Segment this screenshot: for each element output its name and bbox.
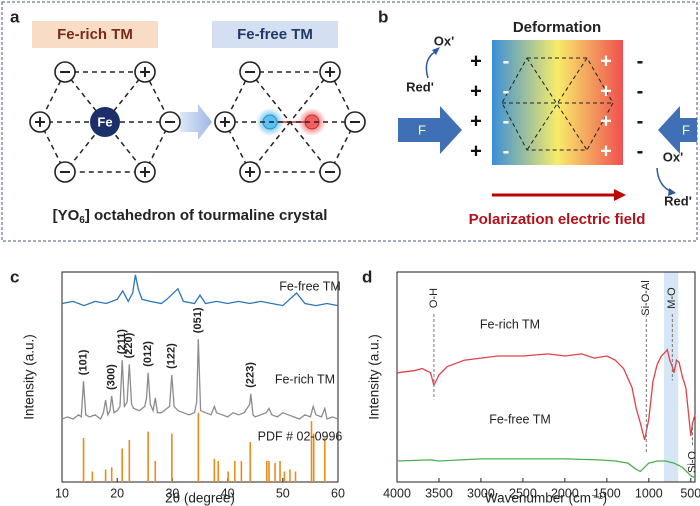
charge: + (600, 50, 612, 72)
peak-label: (012) (142, 341, 154, 367)
panel-frame (1, 1, 698, 242)
force-label: F (418, 122, 426, 137)
x-tick-label: 2000 (551, 486, 579, 500)
label: Ox' (434, 33, 454, 48)
arrowhead (614, 189, 626, 201)
charge: + (600, 140, 612, 162)
charge: + (470, 140, 482, 162)
arrow (180, 104, 212, 140)
charge: - (637, 110, 644, 132)
x-tick-label: 3000 (467, 486, 495, 500)
panel-label: d (362, 267, 372, 286)
charge: + (600, 80, 612, 102)
curve (396, 348, 696, 441)
title: Deformation (513, 19, 601, 36)
axes-frame (61, 271, 339, 483)
x-tick-label: 2500 (509, 486, 537, 500)
series-label: Fe-rich TM (480, 317, 540, 331)
hexagon (502, 57, 613, 151)
charge: - (503, 140, 510, 162)
caption-part: [YO (53, 207, 80, 224)
panel-label: a (10, 7, 20, 26)
title: Fe-free TM (237, 26, 313, 43)
axes-frame (396, 271, 696, 483)
caption-part: ] octahedron of tourmaline crystal (85, 207, 328, 224)
peak-label: (101) (77, 349, 89, 375)
charge: + (470, 110, 482, 132)
label: Red' (664, 193, 692, 208)
title-box (212, 21, 338, 48)
arrowhead (432, 47, 440, 55)
series-label: Fe-free TM (489, 412, 551, 426)
caption-sub: 6 (79, 215, 85, 226)
band-label: Si-O-Al (640, 280, 652, 315)
fe-ion (90, 107, 120, 137)
fe-label: Fe (97, 114, 112, 129)
band-label: Si-O (686, 451, 698, 473)
charge: - (503, 50, 510, 72)
field-label: Polarization electric field (469, 211, 646, 228)
x-tick-label: 500 (680, 486, 700, 500)
charge: + (470, 80, 482, 102)
x-tick-label: 20 (110, 486, 124, 500)
x-tick-label: 1000 (635, 486, 663, 500)
y-axis-label: Intensity (a.u.) (22, 334, 37, 420)
x-axis-label: 2θ (degree) (165, 491, 235, 506)
x-tick-label: 4000 (383, 486, 411, 500)
force-arrow (398, 106, 462, 154)
label: Red' (406, 79, 434, 94)
panel-label: b (378, 7, 388, 26)
x-tick-label: 50 (276, 486, 290, 500)
y-axis-label: Intensity (a.u.) (367, 334, 382, 420)
force-arrow (658, 106, 697, 154)
peak-label: (211) (116, 329, 128, 354)
x-tick-label: 10 (55, 486, 69, 500)
charge: - (637, 80, 644, 102)
curved-arrow (656, 167, 673, 193)
x-axis-label: Wavenumber (cm⁻¹) (485, 491, 607, 506)
x-tick-label: 60 (331, 486, 345, 500)
title: Fe-rich TM (57, 26, 133, 43)
peak-label: (223) (245, 362, 257, 388)
curve (61, 274, 339, 307)
caption: [YO6] octahedron of tourmaline crystal (53, 207, 328, 226)
band (663, 272, 679, 482)
x-tick-label: 3500 (425, 486, 453, 500)
series-label: Fe-free TM (279, 279, 341, 293)
panel-label: c (10, 267, 19, 286)
charge: - (637, 50, 644, 72)
series-label: Fe-rich TM (275, 372, 335, 386)
band-label: M-O (666, 287, 678, 309)
curve (396, 458, 696, 479)
charge: - (637, 140, 644, 162)
curve (61, 339, 339, 421)
x-tick-label: 40 (221, 486, 235, 500)
peak-label: (051) (192, 307, 204, 333)
charge: - (503, 80, 510, 102)
peak-label: (300) (106, 364, 118, 390)
peak-label: (122) (166, 343, 178, 369)
peak-label: (220) (123, 332, 135, 358)
title-box (32, 21, 158, 48)
charge: - (503, 110, 510, 132)
force-label: F (682, 122, 690, 137)
band-label: O-H (428, 288, 440, 308)
series-label: PDF # 02-0996 (258, 429, 343, 443)
label: Ox' (663, 149, 683, 164)
charge: + (470, 50, 482, 72)
arrowhead (668, 188, 676, 196)
charge: + (600, 110, 612, 132)
x-tick-label: 1500 (593, 486, 621, 500)
x-tick-label: 30 (165, 486, 179, 500)
